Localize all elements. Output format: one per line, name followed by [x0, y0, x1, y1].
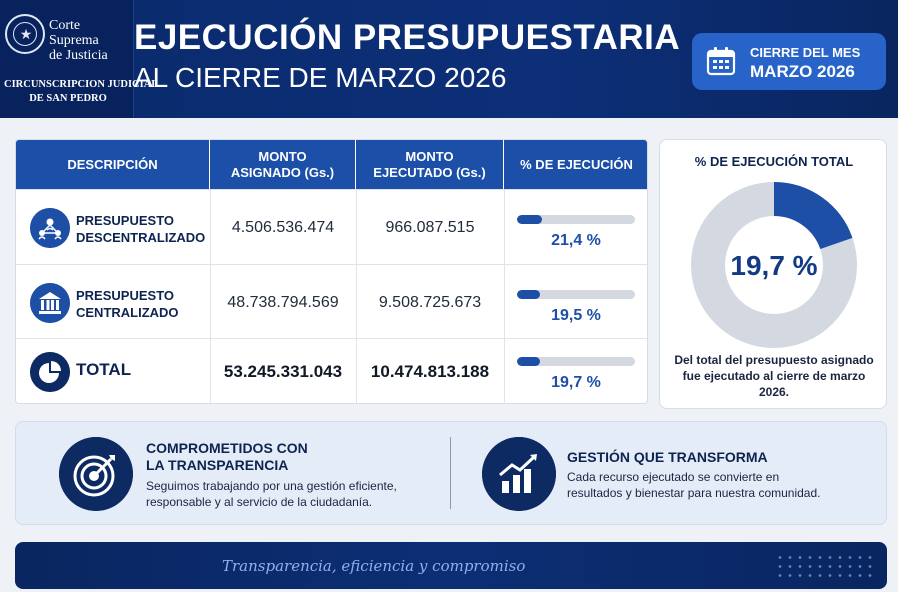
progress-bar: [517, 215, 635, 224]
header-descripcion: DESCRIPCIÓN: [16, 140, 210, 189]
info-cards: COMPROMETIDOS CON LA TRANSPARENCIA Seguim…: [15, 421, 887, 525]
donut-center-label: 19,7 %: [730, 250, 817, 281]
dots-decoration: [775, 553, 875, 579]
pct-ejecucion-total: 19,7 %: [551, 374, 601, 391]
row-label-line-1: PRESUPUESTO: [76, 288, 175, 303]
pie-chart-icon: [30, 352, 70, 392]
column-divider: [356, 189, 357, 403]
card-title-line-2: LA TRANSPARENCIA: [146, 457, 289, 473]
progress-bar: [517, 290, 635, 299]
month-badge-value: MARZO 2026: [750, 62, 855, 81]
monto-ejecutado-cell: 966.087.515: [385, 219, 475, 236]
institution-logo: ★ Corte Suprema de Justicia CIRCUNSCRIPC…: [0, 0, 159, 118]
progress-bar: [517, 357, 635, 366]
monto-asignado-cell: 48.738.794.569: [227, 294, 339, 311]
page-title: EJECUCIÓN PRESUPUESTARIA: [134, 18, 681, 57]
table-row: PRESUPUESTO DESCENTRALIZADO 4.506.536.474…: [16, 189, 647, 264]
header-monto-ejecutado: MONTO EJECUTADO (Gs.): [356, 140, 504, 189]
chart-title: % DE EJECUCIÓN TOTAL: [694, 154, 854, 169]
card-text-line-2: resultados y bienestar para nuestra comu…: [567, 486, 821, 500]
card-title: GESTIÓN QUE TRANSFORMA: [567, 449, 768, 465]
table-row: PRESUPUESTO CENTRALIZADO 48.738.794.569 9…: [16, 264, 647, 338]
budget-table: DESCRIPCIÓN MONTO ASIGNADO (Gs.) MONTO E…: [15, 139, 648, 404]
header-banner: ★ Corte Suprema de Justicia CIRCUNSCRIPC…: [0, 0, 898, 118]
logo-line-2: Suprema: [49, 33, 99, 48]
card-text-line-1: Seguimos trabajando por una gestión efic…: [146, 479, 397, 493]
monto-ejecutado-total: 10.474.813.188: [370, 362, 490, 381]
card-text: Cada recurso ejecutado se convierte en re…: [567, 469, 820, 501]
footer-banner: Transparencia, eficiencia y compromiso: [15, 542, 887, 589]
monto-ejecutado-cell: 9.508.725.673: [378, 294, 482, 311]
seal-icon: ★: [5, 14, 45, 54]
column-divider: [504, 189, 505, 403]
header-pct-ejecucion: % DE EJECUCIÓN: [504, 140, 647, 189]
monto-asignado-cell: 4.506.536.474: [231, 219, 335, 236]
card-divider: [450, 437, 451, 509]
column-divider: [210, 189, 211, 403]
progress-bar-fill: [517, 290, 540, 299]
card-text-line-2: responsable y al servicio de la ciudadan…: [146, 495, 373, 509]
logo-line-1: Corte: [49, 18, 81, 33]
growth-chart-icon: [482, 437, 556, 511]
row-label-total: TOTAL: [76, 360, 132, 379]
donut-chart-card: % DE EJECUCIÓN TOTAL 19,7 % Del total de…: [659, 139, 887, 409]
row-label-line-2: CENTRALIZADO: [76, 305, 179, 320]
month-badge-label: CIERRE DEL MES: [750, 45, 861, 60]
row-label: PRESUPUESTO DESCENTRALIZADO: [76, 212, 205, 246]
logo-line-3: de Justicia: [49, 48, 108, 63]
header-monto-ejecutado-label: MONTO EJECUTADO (Gs.): [373, 148, 486, 180]
row-label-line-2: DESCENTRALIZADO: [76, 230, 206, 245]
page-subtitle: AL CIERRE DE MARZO 2026: [134, 62, 507, 93]
network-icon: [30, 208, 70, 248]
row-label-line-1: PRESUPUESTO: [76, 213, 175, 228]
header-monto-asignado-label: MONTO ASIGNADO (Gs.): [230, 148, 335, 180]
pct-ejecucion-cell: 21,4 %: [551, 232, 601, 249]
donut-chart: 19,7 %: [691, 182, 857, 348]
logo-sub-1: CIRCUNSCRIPCION JUDICIAL: [4, 79, 159, 90]
monto-asignado-total: 53.245.331.043: [223, 362, 343, 381]
calendar-icon: [706, 47, 736, 76]
progress-bar-fill: [517, 357, 541, 366]
footer-slogan: Transparencia, eficiencia y compromiso: [222, 557, 526, 575]
month-badge: CIERRE DEL MES MARZO 2026: [692, 33, 886, 90]
row-label: PRESUPUESTO CENTRALIZADO: [76, 287, 179, 321]
bank-icon: [30, 283, 70, 323]
logo-sub-2: DE SAN PEDRO: [29, 93, 107, 104]
pct-ejecucion-cell: 19,5 %: [551, 307, 601, 324]
donut-slice-executed: [773, 182, 853, 250]
target-icon: [59, 437, 133, 511]
table-row-total: TOTAL 53.245.331.043 10.474.813.188 19,7…: [16, 338, 647, 403]
card-text-line-1: Cada recurso ejecutado se convierte en: [567, 470, 780, 484]
progress-bar-fill: [517, 215, 543, 224]
chart-caption: Del total del presupuesto asignado fue e…: [674, 353, 874, 399]
card-text: Seguimos trabajando por una gestión efic…: [146, 478, 397, 510]
header-monto-asignado: MONTO ASIGNADO (Gs.): [210, 140, 356, 189]
card-title-line-1: COMPROMETIDOS CON: [146, 440, 308, 456]
card-title: COMPROMETIDOS CON LA TRANSPARENCIA: [146, 440, 308, 474]
